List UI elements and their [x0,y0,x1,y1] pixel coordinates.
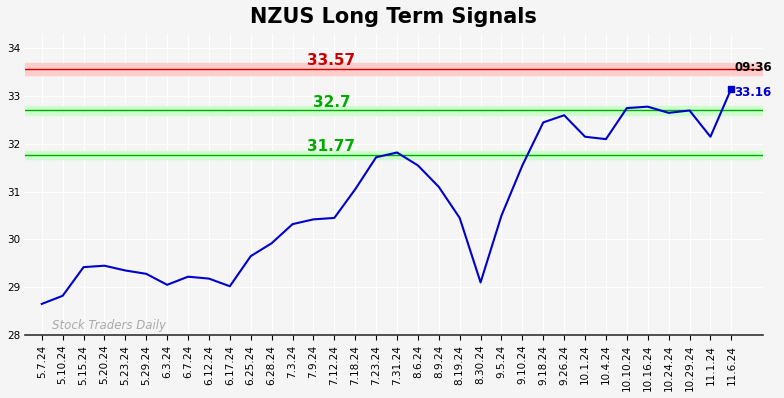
Bar [25,106,763,115]
Text: 33.57: 33.57 [307,53,355,68]
Text: 31.77: 31.77 [307,139,355,154]
Text: Stock Traders Daily: Stock Traders Daily [53,319,166,332]
Text: 09:36: 09:36 [735,61,772,74]
Bar [25,150,763,159]
Bar [25,63,763,75]
Text: 33.16: 33.16 [735,86,771,99]
Text: 32.7: 32.7 [313,95,350,110]
Title: NZUS Long Term Signals: NZUS Long Term Signals [250,7,537,27]
